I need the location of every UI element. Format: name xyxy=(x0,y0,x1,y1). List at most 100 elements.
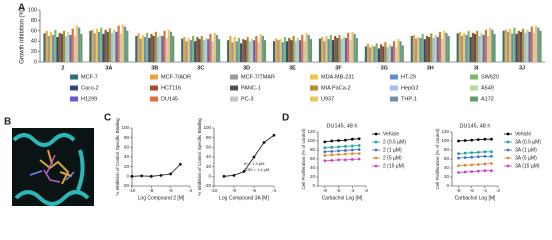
bar xyxy=(163,30,166,62)
y-tick-label: 120 xyxy=(307,129,315,134)
bar xyxy=(530,26,533,62)
bar xyxy=(95,28,99,62)
bar xyxy=(93,33,96,62)
x-tick-label: -10 xyxy=(211,188,218,193)
point xyxy=(357,144,361,147)
bar xyxy=(259,33,262,62)
y-tick-label: 100 xyxy=(203,125,211,130)
legend-label: Vehicle xyxy=(515,131,531,137)
bar xyxy=(54,29,57,62)
series-line xyxy=(458,170,492,173)
bar xyxy=(187,38,190,62)
y-tick-label: 0 xyxy=(34,59,37,65)
bar xyxy=(235,41,238,62)
bar xyxy=(143,37,147,62)
point xyxy=(483,162,487,166)
bar xyxy=(425,36,429,62)
bar xyxy=(253,40,256,62)
bar xyxy=(522,28,525,62)
legend-swatch xyxy=(70,96,78,102)
bar xyxy=(384,42,387,62)
x-tick-label: -2 xyxy=(496,188,500,193)
bar xyxy=(395,47,398,62)
bar xyxy=(410,36,413,62)
legend-swatch xyxy=(390,96,398,102)
bar xyxy=(213,32,216,62)
y-tick-label: 80 xyxy=(444,147,450,152)
bar xyxy=(456,33,459,62)
bar xyxy=(117,25,120,63)
point xyxy=(357,152,361,156)
legend-swatch xyxy=(470,74,478,80)
x-tick-label: 3D xyxy=(243,65,250,71)
bar xyxy=(209,33,212,62)
point xyxy=(252,155,256,159)
legend-swatch xyxy=(230,96,238,102)
bar xyxy=(285,41,289,62)
bar xyxy=(471,32,474,62)
bar xyxy=(154,31,157,62)
point xyxy=(357,148,361,151)
point xyxy=(470,170,474,174)
y-axis-label: Cell Proliferation (% of control) xyxy=(301,128,306,190)
legend-label: PANC-1 xyxy=(241,85,261,91)
bar xyxy=(447,36,450,62)
point xyxy=(483,169,487,173)
bar xyxy=(146,32,149,62)
bar xyxy=(202,40,206,62)
bar xyxy=(336,38,339,62)
legend-marker xyxy=(374,148,378,152)
bar xyxy=(49,31,53,62)
y-tick-label: 120 xyxy=(441,129,449,134)
legend-marker xyxy=(506,148,510,152)
bar xyxy=(506,31,510,62)
point xyxy=(350,137,354,141)
bar xyxy=(56,37,59,62)
bar xyxy=(227,40,230,62)
y-tick-label: 0 xyxy=(312,183,315,188)
legend-marker xyxy=(374,156,378,160)
legend-marker xyxy=(506,132,510,136)
point xyxy=(490,169,493,173)
bar xyxy=(528,31,531,62)
legend-swatch xyxy=(470,85,478,91)
point xyxy=(323,154,327,157)
point xyxy=(323,159,327,163)
point xyxy=(463,151,467,155)
bar xyxy=(215,34,219,62)
bar xyxy=(351,31,354,62)
bar xyxy=(419,38,422,62)
y-tick-label: 60 xyxy=(124,145,130,150)
series-line xyxy=(324,149,360,153)
bar xyxy=(489,27,492,62)
y-tick-label: 20 xyxy=(31,49,37,55)
series-line xyxy=(458,151,492,154)
point xyxy=(457,164,460,168)
bar xyxy=(263,40,267,62)
bar xyxy=(325,36,328,62)
y-tick-label: 100 xyxy=(28,7,37,13)
bar xyxy=(493,33,496,62)
bar xyxy=(124,26,127,62)
legend-label: SW620 xyxy=(481,74,499,80)
legend-label: H1299 xyxy=(81,96,97,102)
bar xyxy=(537,27,540,62)
bar xyxy=(185,41,188,62)
bar xyxy=(141,34,144,62)
point xyxy=(169,172,173,176)
bar xyxy=(205,38,208,62)
series-line xyxy=(131,163,181,177)
y-tick-label: 40 xyxy=(310,165,316,170)
series-line xyxy=(324,138,360,143)
bar xyxy=(388,44,391,62)
bar xyxy=(43,33,46,62)
bar xyxy=(207,39,210,62)
bar xyxy=(283,37,286,62)
point xyxy=(272,133,276,137)
bar xyxy=(436,37,439,62)
bar xyxy=(342,37,345,62)
legend-marker xyxy=(374,132,378,136)
legend-swatch xyxy=(150,74,158,80)
bar xyxy=(353,33,356,62)
legend-label: 2 (5 µM) xyxy=(383,155,402,161)
